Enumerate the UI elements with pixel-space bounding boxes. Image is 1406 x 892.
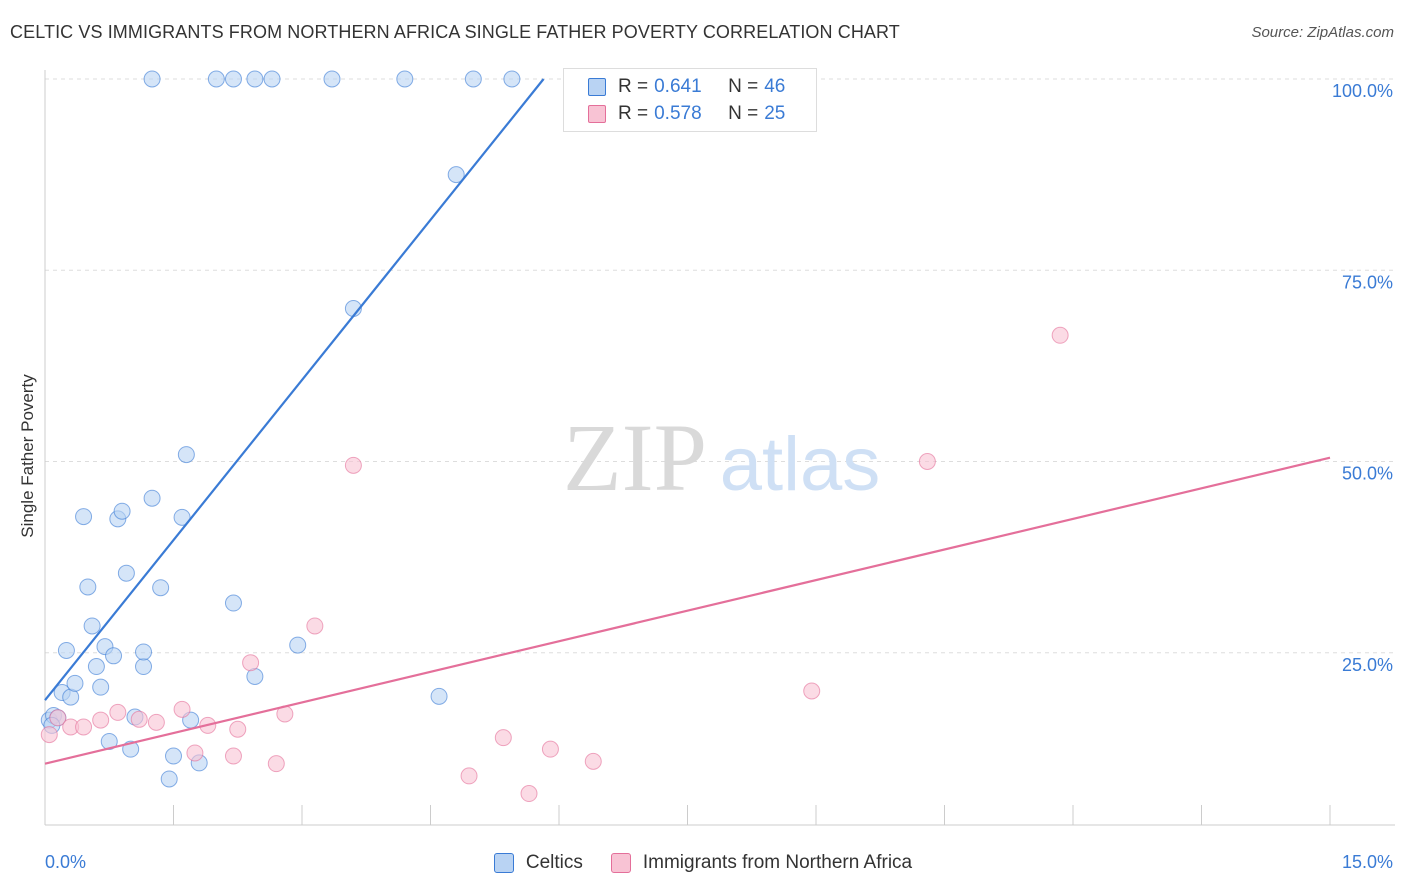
immigrants-trendline xyxy=(44,456,1331,765)
immigrants-point xyxy=(173,700,191,718)
immigrants-point xyxy=(229,720,247,738)
x-tick-label: 0.0% xyxy=(45,852,86,872)
data-points xyxy=(40,70,1069,803)
celtics-point xyxy=(83,617,101,635)
celtics-trendline xyxy=(44,78,545,701)
legend-item-immigrants: Immigrants from Northern Africa xyxy=(610,852,913,874)
celtics-point xyxy=(92,678,110,696)
watermark-zip: ZIP xyxy=(563,404,707,511)
r-value: 0.578 xyxy=(654,103,702,124)
r-label: R = xyxy=(618,103,649,124)
celtics-point xyxy=(177,446,195,464)
celtics-point xyxy=(66,674,84,692)
celtics-point xyxy=(323,70,341,88)
immigrants-swatch-icon xyxy=(588,105,606,123)
trendlines xyxy=(44,78,1331,765)
y-tick-label: 50.0% xyxy=(1342,464,1393,484)
immigrants-point xyxy=(242,654,260,672)
immigrants-point xyxy=(306,617,324,635)
celtics-point xyxy=(75,508,93,526)
immigrants-point xyxy=(267,755,285,773)
celtics-point xyxy=(117,564,135,582)
celtics-point xyxy=(396,70,414,88)
n-value: 46 xyxy=(764,76,786,97)
celtics-point xyxy=(57,641,75,659)
celtics-point xyxy=(87,658,105,676)
legend-row-celtics: R = 0.641 N = 46 xyxy=(588,75,785,99)
immigrants-point xyxy=(75,718,93,736)
y-tick-label: 75.0% xyxy=(1342,272,1393,292)
r-value: 0.641 xyxy=(654,76,702,97)
legend-label-immigrants: Immigrants from Northern Africa xyxy=(642,852,913,873)
celtics-point xyxy=(113,502,131,520)
celtics-point xyxy=(503,70,521,88)
legend-row-immigrants: R = 0.578 N = 25 xyxy=(588,102,785,126)
immigrants-point xyxy=(494,729,512,747)
gridlines xyxy=(45,78,1395,654)
watermark-atlas: atlas xyxy=(720,422,881,507)
celtics-point xyxy=(143,489,161,507)
immigrants-point xyxy=(541,740,559,758)
immigrants-point xyxy=(520,785,538,803)
celtics-point xyxy=(173,508,191,526)
immigrants-point xyxy=(584,752,602,770)
immigrants-point xyxy=(92,711,110,729)
immigrants-point xyxy=(1051,326,1069,344)
immigrants-point xyxy=(147,713,165,731)
celtics-swatch-icon xyxy=(588,78,606,96)
n-value: 25 xyxy=(764,103,786,124)
celtics-point xyxy=(224,594,242,612)
celtics-point xyxy=(105,647,123,665)
immigrants-point xyxy=(49,709,67,727)
celtics-point xyxy=(79,578,97,596)
celtics-point xyxy=(289,636,307,654)
immigrants-point xyxy=(130,710,148,728)
chart-title: CELTIC VS IMMIGRANTS FROM NORTHERN AFRIC… xyxy=(10,22,900,42)
celtics-point xyxy=(143,70,161,88)
celtics-point xyxy=(135,643,153,661)
celtics-point xyxy=(165,747,182,765)
celtics-point xyxy=(152,579,170,597)
celtics-legend-icon xyxy=(493,853,514,873)
celtics-point xyxy=(430,687,448,705)
celtics-point xyxy=(135,658,153,676)
tick-labels: 25.0% 50.0% 75.0% 100.0% 0.0% 15.0% xyxy=(45,81,1393,872)
correlation-legend: R = 0.641 N = 46 R = 0.578 N = 25 xyxy=(563,68,817,132)
immigrants-legend-icon xyxy=(610,853,631,873)
x-tick-label: 15.0% xyxy=(1342,852,1393,872)
immigrants-point xyxy=(224,747,242,765)
series-legend: Celtics Immigrants from Northern Africa xyxy=(0,852,1406,874)
celtics-point xyxy=(464,70,482,88)
y-tick-label: 100.0% xyxy=(1332,81,1393,101)
immigrants-point xyxy=(344,456,362,474)
n-label: N = xyxy=(728,76,759,97)
celtics-point xyxy=(246,70,264,88)
immigrants-point xyxy=(109,703,127,721)
immigrants-point xyxy=(186,744,204,762)
y-axis-label: Single Father Poverty xyxy=(18,374,37,538)
celtics-point xyxy=(160,770,178,788)
y-tick-label: 25.0% xyxy=(1342,655,1393,675)
celtics-point xyxy=(447,166,465,184)
legend-item-celtics: Celtics xyxy=(493,852,583,874)
celtics-point xyxy=(263,70,281,88)
n-label: N = xyxy=(728,103,759,124)
immigrants-point xyxy=(803,682,821,700)
immigrants-point xyxy=(40,726,58,744)
r-label: R = xyxy=(618,76,649,97)
immigrants-point xyxy=(918,453,936,470)
celtics-point xyxy=(224,70,242,88)
source-label: Source: ZipAtlas.com xyxy=(1251,24,1394,41)
legend-label-celtics: Celtics xyxy=(525,852,583,873)
immigrants-point xyxy=(460,767,478,785)
celtics-point xyxy=(207,70,225,88)
